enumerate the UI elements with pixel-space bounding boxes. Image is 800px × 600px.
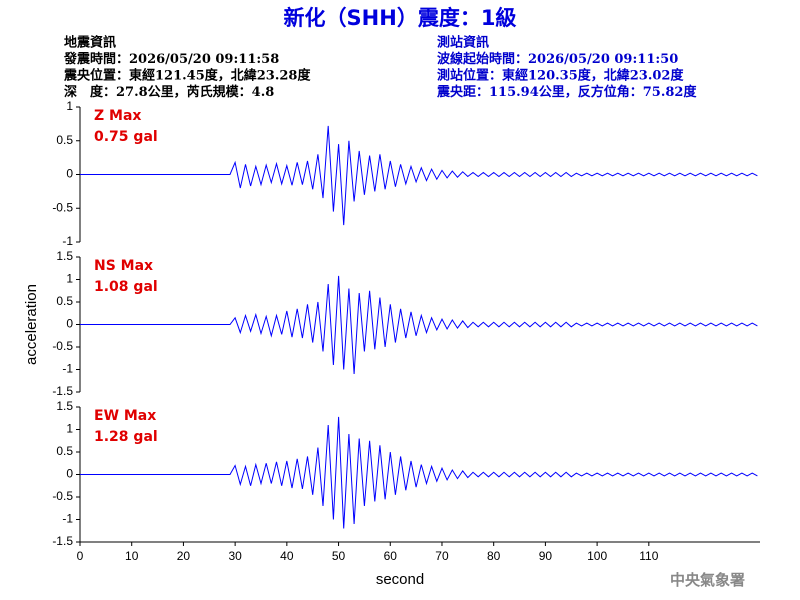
x-tick-label: 80 [487,549,501,563]
y-tick-label: -0.5 [52,489,73,503]
title: 新化（SHH）震度：1級 [284,6,517,30]
y-tick-label: -1 [62,234,73,248]
y-tick-label: -1 [62,512,73,526]
x-tick-label: 10 [125,549,139,563]
max-label: 1.08 gal [94,279,158,295]
x-tick-label: 40 [280,549,294,563]
y-tick-label: 0 [66,467,73,481]
y-tick-label: 0 [66,167,73,181]
x-tick-label: 0 [77,549,84,563]
quake-info: 發震時間：2026/05/20 09:11:58 [63,51,279,67]
y-tick-label: 0.5 [56,133,73,147]
y-tick-label: -0.5 [52,339,73,353]
quake-info: 深 度：27.8公里，芮氏規模：4.8 [64,84,274,100]
credit: 中央氣象署 [670,571,745,589]
station-info: 波線起始時間：2026/05/20 09:11:50 [437,51,678,67]
max-label: 0.75 gal [94,129,158,145]
y-tick-label: 1.5 [56,399,73,413]
y-tick-label: -0.5 [52,200,73,214]
x-tick-label: 90 [539,549,553,563]
x-tick-label: 110 [639,549,658,563]
quake-info: 地震資訊 [64,35,116,51]
waveform [80,416,758,529]
x-tick-label: 70 [435,549,449,563]
y-tick-label: 1.5 [56,249,73,263]
y-tick-label: -1 [62,362,73,376]
y-tick-label: 0.5 [56,294,73,308]
waveform [80,125,758,226]
y-tick-label: 0 [66,317,73,331]
y-tick-label: -1.5 [52,534,73,548]
y-tick-label: 1 [66,99,73,113]
max-label: 1.28 gal [94,429,158,445]
x-tick-label: 60 [384,549,398,563]
x-tick-label: 20 [177,549,191,563]
component-label: NS Max [94,258,153,274]
waveform [80,275,758,375]
station-info: 震央距：115.94公里，反方位角：75.82度 [436,84,697,100]
y-tick-label: 0.5 [56,444,73,458]
component-label: EW Max [94,408,156,424]
station-info: 測站位置：東經120.35度，北緯23.02度 [437,68,684,84]
y-tick-label: -1.5 [52,384,73,398]
x-tick-label: 50 [332,549,346,563]
component-label: Z Max [94,108,141,124]
y-tick-label: 1 [66,422,73,436]
x-tick-label: 100 [587,549,607,563]
y-axis-label: acceleration [23,284,40,365]
quake-info: 震央位置：東經121.45度，北緯23.28度 [63,68,311,84]
x-tick-label: 30 [228,549,242,563]
station-info: 測站資訊 [437,35,489,51]
y-tick-label: 1 [66,272,73,286]
x-axis-label: second [376,571,424,588]
